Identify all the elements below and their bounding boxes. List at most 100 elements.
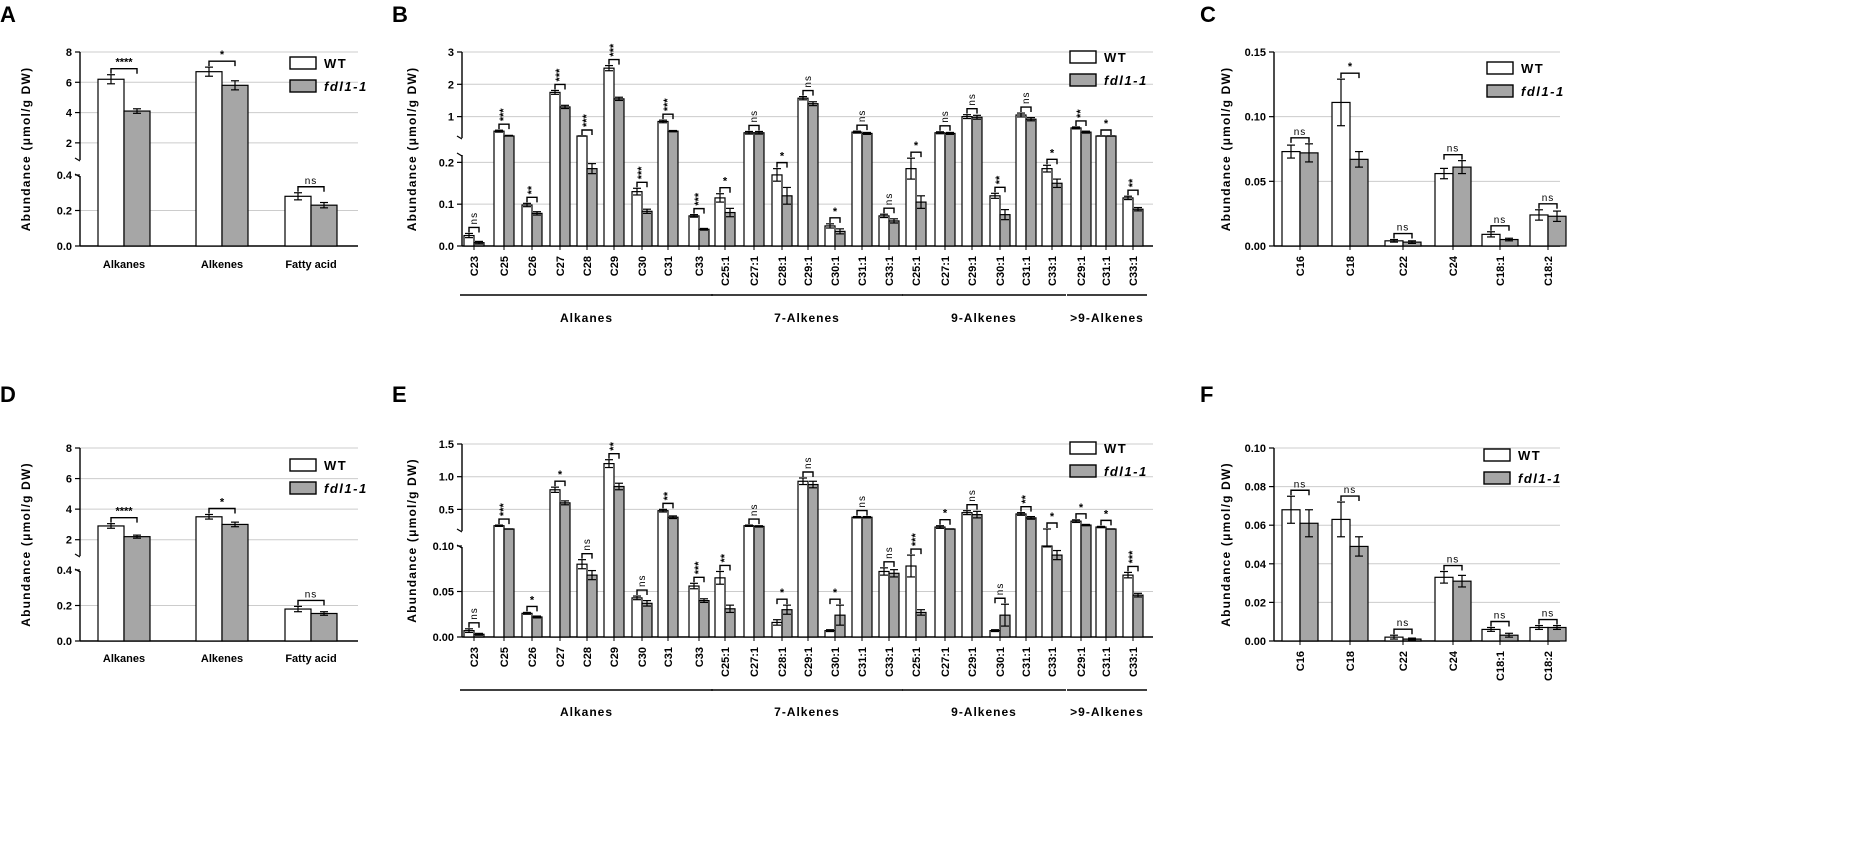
bar-wt	[878, 570, 890, 638]
y-tick-label: 4	[66, 504, 73, 516]
significance-label: ***	[662, 98, 674, 112]
bar-fdl1-1	[698, 228, 710, 247]
x-tick-label: C25:1	[911, 256, 923, 286]
bar-wt	[934, 132, 946, 247]
significance-bracket	[829, 598, 841, 605]
significance-label: ns	[1397, 223, 1410, 234]
legend-label-fdl1-1: fdl1-1	[1104, 73, 1148, 88]
y-tick-label: 0.08	[1245, 482, 1266, 494]
group-label: >9-Alkenes	[1070, 311, 1144, 325]
x-tick-label: C31:1	[857, 647, 869, 677]
significance-label: ***	[693, 192, 705, 206]
significance-bracket	[1046, 158, 1058, 165]
significance-bracket	[776, 598, 788, 605]
significance-label: ns	[884, 193, 895, 206]
y-tick-label: 0.10	[433, 541, 454, 553]
legend-swatch-wt	[1486, 61, 1514, 75]
significance-label: *	[220, 49, 225, 61]
legend-label-wt: WT	[1521, 61, 1544, 76]
y-tick-label: 0.2	[57, 206, 72, 218]
significance-label: ns	[884, 546, 895, 559]
significance-label: *	[833, 206, 838, 218]
panel-letter: B	[392, 2, 408, 27]
x-tick-label: C29:1	[967, 647, 979, 677]
x-tick-label: C25	[499, 647, 511, 667]
bar-fdl1-1	[1051, 182, 1063, 247]
bar-fdl1-1	[1025, 118, 1037, 247]
significance-bracket	[662, 113, 674, 120]
significance-bracket	[966, 503, 978, 510]
significance-bracket	[208, 507, 236, 514]
significance-bracket	[719, 564, 731, 571]
legend-label-fdl1-1: fdl1-1	[1104, 464, 1148, 479]
bar-wt	[961, 512, 973, 638]
x-tick-label: C26	[527, 647, 539, 667]
x-tick-label: C29	[609, 256, 621, 276]
bar-wt	[989, 195, 1001, 247]
y-tick-label: 4	[66, 108, 73, 120]
y-tick-label: 0.1	[439, 199, 454, 211]
x-tick-label: C29:1	[1076, 647, 1088, 677]
bar-fdl1-1	[667, 516, 679, 638]
bar-fdl1-1	[698, 599, 710, 638]
significance-label: *	[1050, 511, 1055, 523]
significance-label: **	[662, 491, 674, 500]
bar-wt	[1281, 509, 1301, 642]
x-tick-label: C27:1	[749, 647, 761, 677]
significance-bracket	[1020, 505, 1032, 512]
group-label: 7-Alkenes	[774, 311, 840, 325]
significance-label: ns	[749, 504, 760, 517]
significance-bracket	[608, 452, 620, 459]
significance-bracket	[1075, 120, 1087, 126]
group-label: 9-Alkenes	[951, 311, 1017, 325]
significance-bracket	[1490, 225, 1510, 231]
legend-label-wt: WT	[324, 458, 347, 473]
bar-fdl1-1	[1349, 545, 1369, 642]
y-axis-label: Abundance (μmol/g DW)	[405, 458, 419, 623]
significance-label: ***	[581, 113, 593, 127]
x-tick-label: Alkanes	[103, 259, 145, 271]
axis-break-mark	[456, 135, 463, 140]
bar-wt	[195, 516, 223, 642]
panel-letter: D	[0, 382, 16, 407]
y-tick-label: 0.05	[1245, 176, 1266, 188]
significance-bracket	[1340, 495, 1360, 502]
bar-wt	[284, 195, 312, 247]
significance-bracket	[1490, 620, 1510, 627]
x-tick-label: C33	[694, 647, 706, 667]
y-tick-label: 0.00	[1245, 241, 1266, 253]
legend-swatch-fdl1-1	[289, 79, 317, 93]
bar-wt	[851, 516, 863, 638]
axis-break-mark	[456, 152, 463, 157]
significance-label: ns	[967, 93, 978, 106]
x-tick-label: C23	[469, 647, 481, 667]
significance-label: ns	[1021, 91, 1032, 104]
x-tick-label: C33	[694, 256, 706, 276]
bar-wt	[797, 97, 809, 247]
significance-bracket	[581, 129, 593, 135]
panel-C: C Abundance (μmol/g DW) 0.00 0.05 0.10 0.15 ns…	[1200, 2, 1567, 286]
bar-fdl1-1	[503, 528, 515, 638]
significance-bracket	[1393, 232, 1413, 239]
x-tick-label: C28:1	[777, 256, 789, 286]
y-tick-label: 0.0	[57, 636, 72, 648]
bar-wt	[714, 197, 726, 247]
panel-E: E Abundance (μmol/g DW) 0.5 1.0 1.5 0.00 0.05 0…	[392, 382, 1153, 719]
significance-label: **	[1020, 494, 1032, 503]
significance-label: *	[530, 594, 535, 606]
bar-wt	[657, 510, 669, 638]
significance-bracket	[554, 83, 566, 90]
significance-bracket	[748, 124, 760, 131]
significance-label: ns	[967, 489, 978, 502]
legend-label-fdl1-1: fdl1-1	[1518, 471, 1562, 486]
significance-label: ns	[803, 75, 814, 88]
significance-bracket	[776, 161, 788, 168]
significance-bracket	[910, 548, 922, 555]
bar-wt	[631, 191, 643, 247]
bar-wt	[195, 71, 223, 247]
significance-bracket	[208, 60, 236, 67]
bar-fdl1-1	[944, 528, 956, 638]
y-axis-label: Abundance (μmol/g DW)	[1219, 462, 1233, 627]
bar-wt	[631, 597, 643, 638]
